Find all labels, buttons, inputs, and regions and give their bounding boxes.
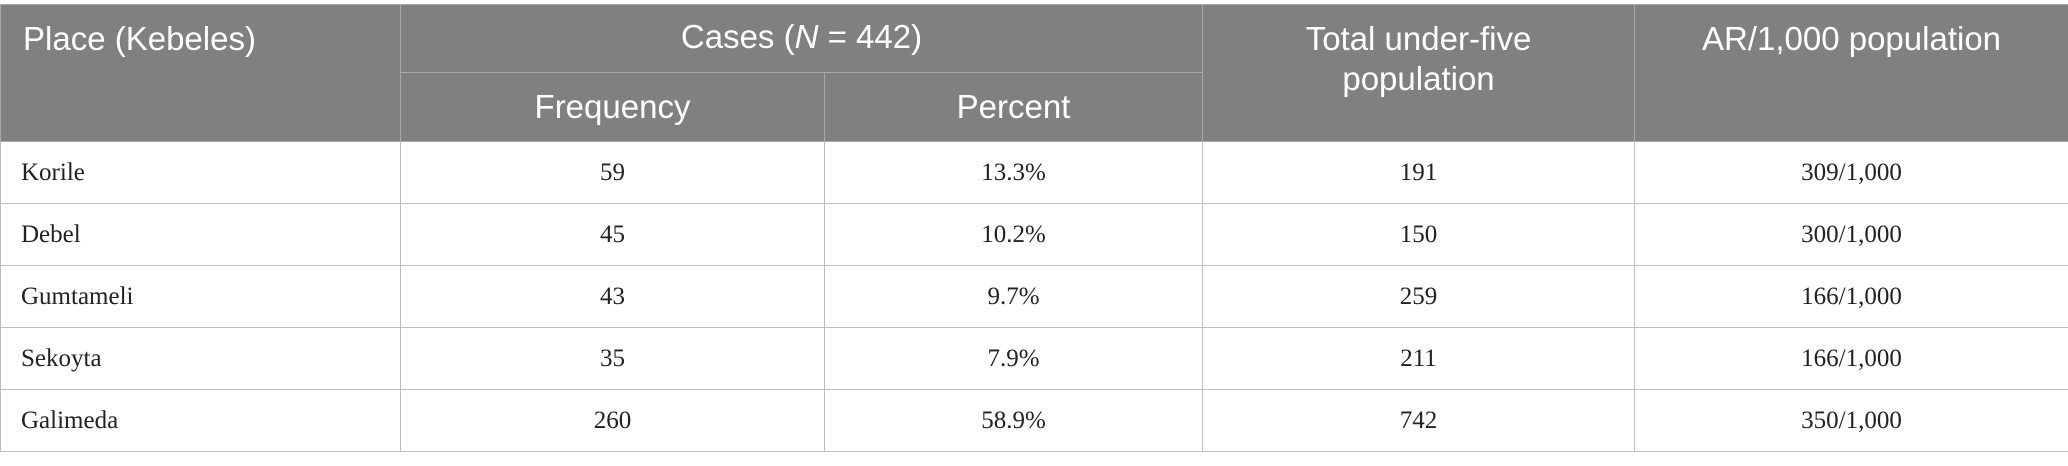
table-row: Gumtameli 43 9.7% 259 166/1,000 <box>0 265 2068 328</box>
value-cell: 9.7% <box>824 265 1203 328</box>
table-row: Galimeda 260 58.9% 742 350/1,000 <box>0 389 2068 452</box>
place-cell: Sekoyta <box>0 327 401 390</box>
value-cell: 191 <box>1202 141 1635 204</box>
value-cell: 166/1,000 <box>1634 265 2068 328</box>
value-cell: 309/1,000 <box>1634 141 2068 204</box>
value-cell: 43 <box>400 265 825 328</box>
value-cell: 742 <box>1202 389 1635 452</box>
value-cell: 10.2% <box>824 203 1203 266</box>
data-table: Place (Kebeles) Cases (N = 442) Total un… <box>0 4 2068 452</box>
table-header: Place (Kebeles) Cases (N = 442) Total un… <box>0 4 2068 142</box>
table-wrapper: Place (Kebeles) Cases (N = 442) Total un… <box>0 4 2068 452</box>
header-row: Place (Kebeles) Cases (N = 442) Total un… <box>0 4 2068 142</box>
value-cell: 259 <box>1202 265 1635 328</box>
header-text: = 442) <box>818 18 923 55</box>
value-cell: 166/1,000 <box>1634 327 2068 390</box>
place-cell: Galimeda <box>0 389 401 452</box>
header-cell: Frequency <box>400 72 825 142</box>
table-row: Debel 45 10.2% 150 300/1,000 <box>0 203 2068 266</box>
value-cell: 300/1,000 <box>1634 203 2068 266</box>
value-cell: 45 <box>400 203 825 266</box>
table-row: Korile 59 13.3% 191 309/1,000 <box>0 141 2068 204</box>
value-cell: 13.3% <box>824 141 1203 204</box>
value-cell: 211 <box>1202 327 1635 390</box>
header-text: N <box>794 18 819 55</box>
value-cell: 7.9% <box>824 327 1203 390</box>
value-cell: 260 <box>400 389 825 452</box>
header-cell: Cases (N = 442) <box>400 4 1203 73</box>
header-cell: Total under-five population <box>1202 4 1635 142</box>
place-cell: Korile <box>0 141 401 204</box>
place-cell: Debel <box>0 203 401 266</box>
header-cell: Percent <box>824 72 1203 142</box>
header-cell: Place (Kebeles) <box>0 4 401 142</box>
value-cell: 59 <box>400 141 825 204</box>
header-text: Cases ( <box>680 18 795 55</box>
value-cell: 350/1,000 <box>1634 389 2068 452</box>
value-cell: 150 <box>1202 203 1635 266</box>
table-body: Korile 59 13.3% 191 309/1,000 Debel 45 10.2% 150… <box>0 141 2068 452</box>
place-cell: Gumtameli <box>0 265 401 328</box>
header-cell: AR/1,000 population <box>1634 4 2068 142</box>
table-row: Sekoyta 35 7.9% 211 166/1,000 <box>0 327 2068 390</box>
header-row: Frequency Percent <box>1 72 2068 142</box>
value-cell: 58.9% <box>824 389 1203 452</box>
value-cell: 35 <box>400 327 825 390</box>
